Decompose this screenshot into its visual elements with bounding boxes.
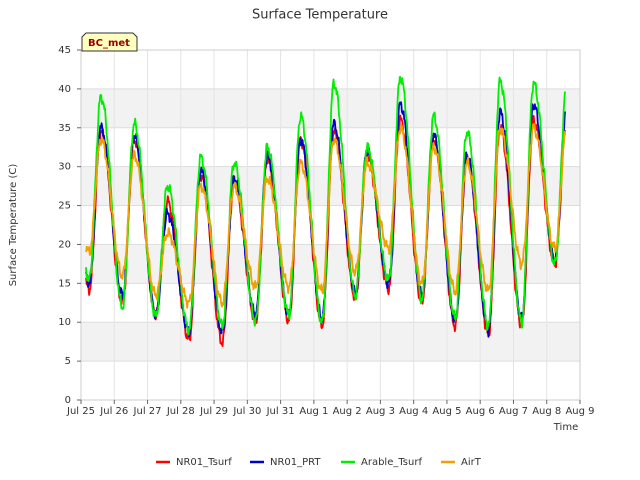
x-tick-label: Jul 25 (66, 406, 95, 417)
y-tick-label: 0 (65, 395, 71, 406)
chart-title: Surface Temperature (252, 8, 388, 23)
y-tick-label: 25 (58, 201, 71, 212)
legend-label: NR01_PRT (270, 457, 321, 468)
legend-label: NR01_Tsurf (176, 457, 232, 468)
legend: NR01_Tsurf NR01_PRT Arable_Tsurf AirT (156, 457, 482, 468)
y-tick-label: 15 (58, 278, 71, 289)
x-tick-label: Aug 8 (532, 406, 561, 417)
x-axis-label: Time (553, 422, 578, 433)
plot-band (81, 244, 580, 284)
y-tick-label: 40 (58, 84, 71, 95)
x-tick-label: Aug 2 (333, 406, 362, 417)
legend-label: Arable_Tsurf (361, 457, 422, 468)
legend-label: AirT (461, 457, 482, 468)
x-tick-label: Aug 7 (499, 406, 528, 417)
x-tick-label: Jul 29 (199, 406, 228, 417)
x-tick-label: Jul 27 (133, 406, 162, 417)
x-tick-label: Aug 1 (299, 406, 328, 417)
y-tick-label: 35 (58, 123, 71, 134)
series-line (85, 75, 566, 336)
y-tick-label: 45 (58, 45, 71, 56)
y-axis-label: Surface Temperature (C) (8, 164, 19, 287)
badge: BC_met (81, 32, 138, 52)
x-tick-label: Jul 26 (99, 406, 128, 417)
x-tick-label: Aug 3 (366, 406, 395, 417)
y-tick-label: 10 (58, 317, 71, 328)
x-axis: Jul 25 Jul 26 Jul 27 Jul 28 Jul 29 Jul 30 Jul … (66, 400, 595, 417)
x-tick-label: Aug 6 (466, 406, 495, 417)
y-tick-label: 5 (65, 356, 71, 367)
y-tick-label: 30 (58, 162, 71, 173)
plot-border (80, 49, 581, 401)
x-tick-label: Aug 5 (432, 406, 461, 417)
badge-box (81, 32, 138, 52)
x-tick-label: Jul 30 (232, 406, 261, 417)
badge-label: BC_met (88, 38, 130, 49)
x-tick-label: Jul 31 (266, 406, 295, 417)
y-tick-label: 20 (58, 239, 71, 250)
x-tick-label: Jul 28 (166, 406, 195, 417)
series-layer (85, 75, 566, 348)
x-tick-label: Aug 9 (565, 406, 594, 417)
y-axis: 0 5 10 15 20 25 30 35 40 45 (58, 45, 81, 406)
x-tick-label: Aug 4 (399, 406, 428, 417)
series-line (85, 123, 566, 309)
plot-band (81, 322, 580, 362)
